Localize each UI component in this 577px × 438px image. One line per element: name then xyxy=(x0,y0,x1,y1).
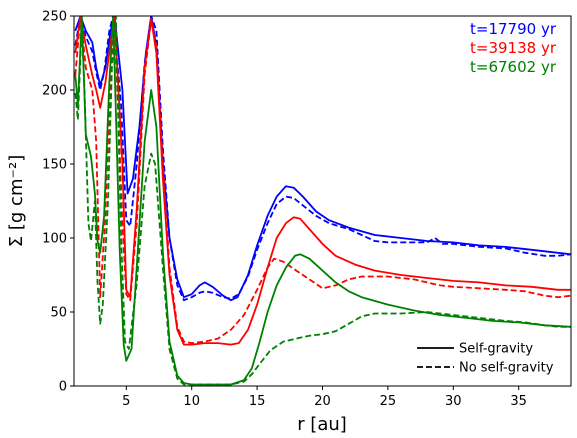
x-axis-label: r [au] xyxy=(297,414,347,435)
time-label: t=67602 yr xyxy=(470,58,557,76)
x-tick-label: 10 xyxy=(183,394,200,409)
time-label: t=17790 yr xyxy=(470,20,557,38)
y-tick-label: 250 xyxy=(42,10,67,25)
legend: Self-gravity No self-gravity xyxy=(417,342,554,376)
x-tick-label: 25 xyxy=(380,394,397,409)
series-layer xyxy=(74,16,571,386)
y-tick-label: 100 xyxy=(42,232,67,247)
x-tick-label: 35 xyxy=(510,394,527,409)
y-tick-label: 200 xyxy=(42,84,67,99)
y-tick-label: 50 xyxy=(50,306,67,321)
legend-label: Self-gravity xyxy=(459,342,533,357)
time-label: t=39138 yr xyxy=(470,39,557,57)
x-tick-label: 20 xyxy=(314,394,331,409)
time-labels: t=17790 yrt=39138 yrt=67602 yr xyxy=(470,20,557,76)
y-axis-ticks: 0 50 100 150 200 250 xyxy=(42,10,74,395)
series-line-67602-no-self-gravity xyxy=(74,16,571,386)
x-tick-label: 15 xyxy=(249,394,266,409)
y-tick-label: 150 xyxy=(42,158,67,173)
legend-label: No self-gravity xyxy=(459,361,554,376)
x-axis-ticks: 5 10 15 20 25 30 35 xyxy=(122,386,527,409)
x-tick-label: 30 xyxy=(445,394,462,409)
y-axis-label: Σ [g cm⁻²] xyxy=(6,155,27,247)
y-tick-label: 0 xyxy=(59,380,67,395)
x-tick-label: 5 xyxy=(122,394,130,409)
